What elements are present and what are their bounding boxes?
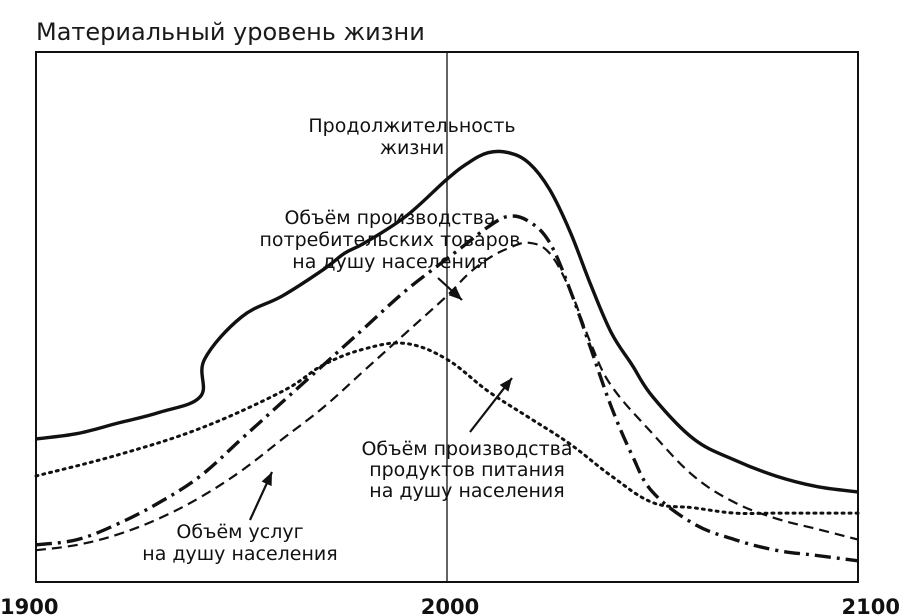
annotation-0-line-0: Продолжительность <box>308 115 515 137</box>
series-line-1 <box>35 214 859 563</box>
annotation-1-line-1: потребительских товаров <box>260 229 521 251</box>
series-line-0 <box>35 149 859 494</box>
annotation-3-line-0: Объём услуг <box>176 521 303 543</box>
series-line-3 <box>35 241 859 552</box>
annotation-2-line-0: Объём производства <box>361 438 572 460</box>
x-tick-label-2100: 2100 <box>842 595 900 616</box>
arrow-services-head <box>261 472 272 487</box>
annotation-2-line-2: на душу населения <box>369 480 564 502</box>
series-line-2 <box>34 341 860 516</box>
arrow-layer <box>249 277 513 521</box>
x-tick-label-2000: 2000 <box>421 595 479 616</box>
x-tick-label-1900: 1900 <box>0 595 58 616</box>
series-layer <box>34 149 860 563</box>
x-tick-layer: 1900 2000 2100 <box>0 595 900 616</box>
annotation-3-line-1: на душу населения <box>142 543 337 565</box>
arrow-consumer-goods-head <box>448 287 462 300</box>
annotation-2-line-1: продуктов питания <box>369 459 565 481</box>
arrow-food-head <box>499 378 512 392</box>
annotation-1-line-2: на душу населения <box>292 251 487 273</box>
annotation-0-line-1: жизни <box>380 137 444 159</box>
chart-title: Материальный уровень жизни <box>36 18 425 46</box>
annotation-1-line-0: Объём производства <box>284 207 495 229</box>
